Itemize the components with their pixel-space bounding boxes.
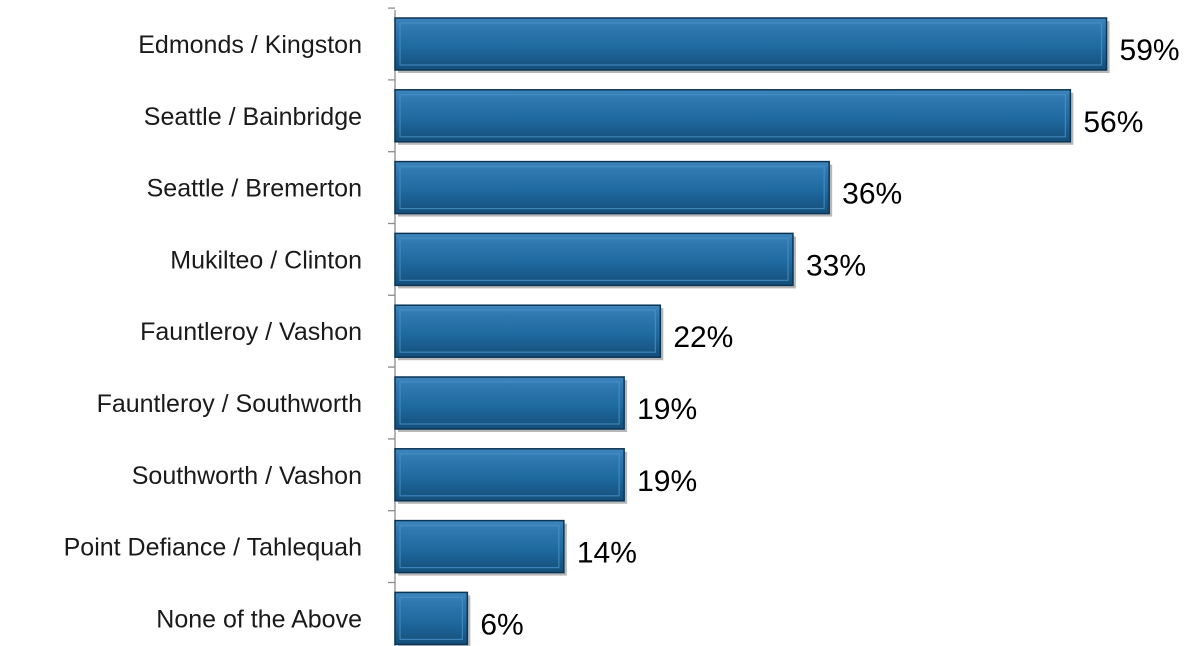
bar <box>394 17 1110 73</box>
category-label: Seattle / Bremerton <box>147 175 362 203</box>
y-axis <box>388 7 396 646</box>
bar <box>394 591 471 646</box>
bar-bevel <box>399 166 825 210</box>
data-label: 19% <box>637 465 697 498</box>
category-label: None of the Above <box>156 605 362 633</box>
category-label: Fauntleroy / Vashon <box>140 318 362 346</box>
data-label: 59% <box>1120 34 1180 67</box>
bar-bevel <box>399 453 620 497</box>
category-labels: Edmonds / Kingston Seattle / Bainbridge Se… <box>64 31 362 633</box>
bar <box>394 376 628 432</box>
bar-body <box>394 519 565 574</box>
data-label: 6% <box>480 608 523 641</box>
category-label: Mukilteo / Clinton <box>170 246 362 274</box>
data-label: 22% <box>673 321 733 354</box>
bar-body <box>394 89 1072 143</box>
bar-bevel <box>399 381 620 425</box>
bar-bevel <box>399 524 560 569</box>
category-label: Seattle / Bainbridge <box>144 103 362 131</box>
bar-body <box>394 376 625 430</box>
bar-body <box>394 160 830 215</box>
data-label: 33% <box>806 249 866 282</box>
bar <box>394 160 833 217</box>
bar <box>394 232 796 289</box>
bar <box>394 519 567 576</box>
bar-bevel <box>399 22 1103 66</box>
bar-body <box>394 232 794 287</box>
data-label: 36% <box>842 178 902 211</box>
data-label: 14% <box>577 537 637 570</box>
bar-bevel <box>399 309 656 353</box>
category-label: Fauntleroy / Southworth <box>97 390 362 418</box>
bar-body <box>394 17 1108 71</box>
bar-bevel <box>399 596 463 641</box>
bar <box>394 89 1074 145</box>
bars <box>394 17 1110 646</box>
bar <box>394 448 628 504</box>
bar-body <box>394 304 662 358</box>
data-label: 56% <box>1083 106 1143 139</box>
bar-body <box>394 448 625 502</box>
category-label: Edmonds / Kingston <box>138 31 362 59</box>
bar <box>394 304 664 361</box>
bar-body <box>394 591 469 646</box>
bar-bevel <box>399 237 789 281</box>
category-label: Point Defiance / Tahlequah <box>64 534 362 562</box>
bar-bevel <box>399 94 1066 138</box>
data-label: 19% <box>637 393 697 426</box>
category-label: Southworth / Vashon <box>132 462 362 490</box>
value-labels: 59% 56% 36% 33% 22% 19% 19% 14% 6% <box>480 34 1179 641</box>
